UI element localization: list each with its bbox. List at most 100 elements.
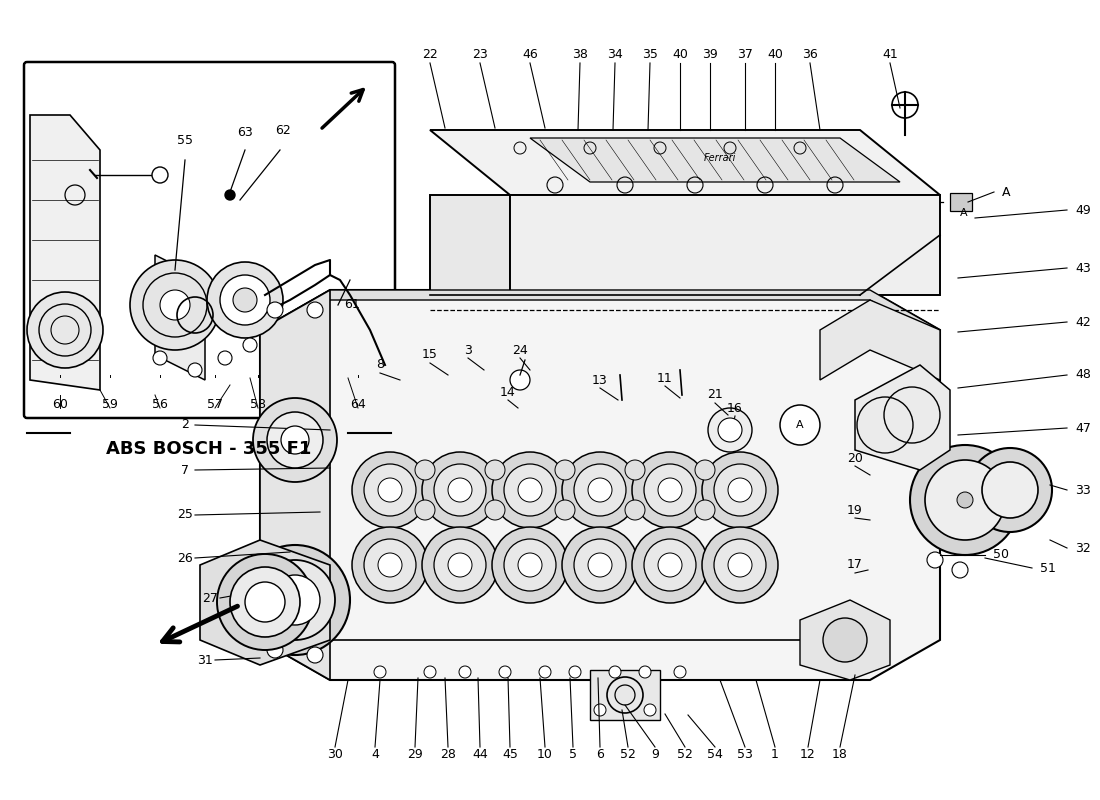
Text: 7: 7 (182, 463, 189, 477)
Text: 40: 40 (767, 49, 783, 62)
Polygon shape (510, 195, 940, 295)
Text: 6: 6 (596, 749, 604, 762)
Text: 54: 54 (707, 749, 723, 762)
Text: eurospares: eurospares (553, 322, 723, 350)
Circle shape (510, 370, 530, 390)
Circle shape (424, 666, 436, 678)
Text: 50: 50 (993, 549, 1009, 562)
Circle shape (352, 452, 428, 528)
Circle shape (267, 302, 283, 318)
Polygon shape (430, 195, 510, 295)
Text: 58: 58 (250, 398, 266, 411)
Text: 28: 28 (440, 749, 455, 762)
Text: 8: 8 (376, 358, 384, 371)
Circle shape (188, 363, 202, 377)
Polygon shape (800, 600, 890, 680)
Circle shape (307, 647, 323, 663)
Text: 64: 64 (350, 398, 366, 411)
Circle shape (130, 260, 220, 350)
Circle shape (267, 412, 323, 468)
Circle shape (927, 552, 943, 568)
Circle shape (518, 553, 542, 577)
Text: A: A (796, 420, 804, 430)
Circle shape (957, 492, 974, 508)
Text: 37: 37 (737, 49, 752, 62)
Circle shape (695, 500, 715, 520)
Text: 34: 34 (607, 49, 623, 62)
Circle shape (892, 92, 918, 118)
FancyBboxPatch shape (24, 62, 395, 418)
Circle shape (718, 418, 743, 442)
Text: 14: 14 (500, 386, 516, 398)
Circle shape (594, 704, 606, 716)
Polygon shape (260, 290, 330, 680)
Text: 26: 26 (177, 551, 192, 565)
Text: 27: 27 (202, 591, 218, 605)
Text: 61: 61 (344, 298, 360, 311)
Circle shape (562, 527, 638, 603)
Polygon shape (590, 670, 660, 720)
Text: 23: 23 (472, 49, 488, 62)
Polygon shape (200, 540, 330, 665)
Text: 33: 33 (1075, 483, 1091, 497)
Circle shape (378, 478, 402, 502)
Circle shape (658, 478, 682, 502)
Circle shape (556, 460, 575, 480)
Circle shape (459, 666, 471, 678)
Text: 12: 12 (800, 749, 816, 762)
Circle shape (910, 445, 1020, 555)
Text: 45: 45 (502, 749, 518, 762)
Circle shape (270, 575, 320, 625)
Circle shape (714, 464, 766, 516)
Circle shape (364, 539, 416, 591)
Circle shape (374, 666, 386, 678)
Circle shape (574, 464, 626, 516)
Polygon shape (430, 130, 940, 195)
Circle shape (632, 527, 708, 603)
Polygon shape (260, 290, 940, 340)
Circle shape (434, 464, 486, 516)
Circle shape (230, 567, 300, 637)
Text: 13: 13 (592, 374, 608, 386)
Text: 52: 52 (620, 749, 636, 762)
Text: A: A (960, 208, 968, 218)
Circle shape (245, 582, 285, 622)
Circle shape (485, 460, 505, 480)
Circle shape (588, 553, 612, 577)
Circle shape (695, 460, 715, 480)
Circle shape (823, 618, 867, 662)
Circle shape (780, 405, 820, 445)
Circle shape (658, 553, 682, 577)
Text: 44: 44 (472, 749, 488, 762)
Text: 11: 11 (657, 371, 673, 385)
Circle shape (674, 666, 686, 678)
Text: 62: 62 (275, 123, 290, 137)
Circle shape (307, 302, 323, 318)
Text: 47: 47 (1075, 422, 1091, 434)
Text: 19: 19 (847, 503, 862, 517)
Circle shape (240, 545, 350, 655)
Circle shape (492, 452, 568, 528)
Circle shape (485, 500, 505, 520)
Circle shape (152, 167, 168, 183)
Circle shape (702, 452, 778, 528)
Circle shape (952, 562, 968, 578)
Circle shape (702, 527, 778, 603)
Circle shape (504, 539, 556, 591)
Circle shape (632, 452, 708, 528)
Circle shape (644, 539, 696, 591)
Text: 20: 20 (847, 451, 862, 465)
Circle shape (588, 478, 612, 502)
Circle shape (352, 527, 428, 603)
Text: 3: 3 (464, 343, 472, 357)
Text: 17: 17 (847, 558, 862, 571)
Circle shape (378, 553, 402, 577)
Circle shape (968, 448, 1052, 532)
Circle shape (448, 553, 472, 577)
Text: 55: 55 (177, 134, 192, 146)
Text: 9: 9 (651, 749, 659, 762)
Circle shape (714, 539, 766, 591)
Text: 31: 31 (197, 654, 213, 666)
Text: 1: 1 (771, 749, 779, 762)
Text: 32: 32 (1075, 542, 1091, 554)
